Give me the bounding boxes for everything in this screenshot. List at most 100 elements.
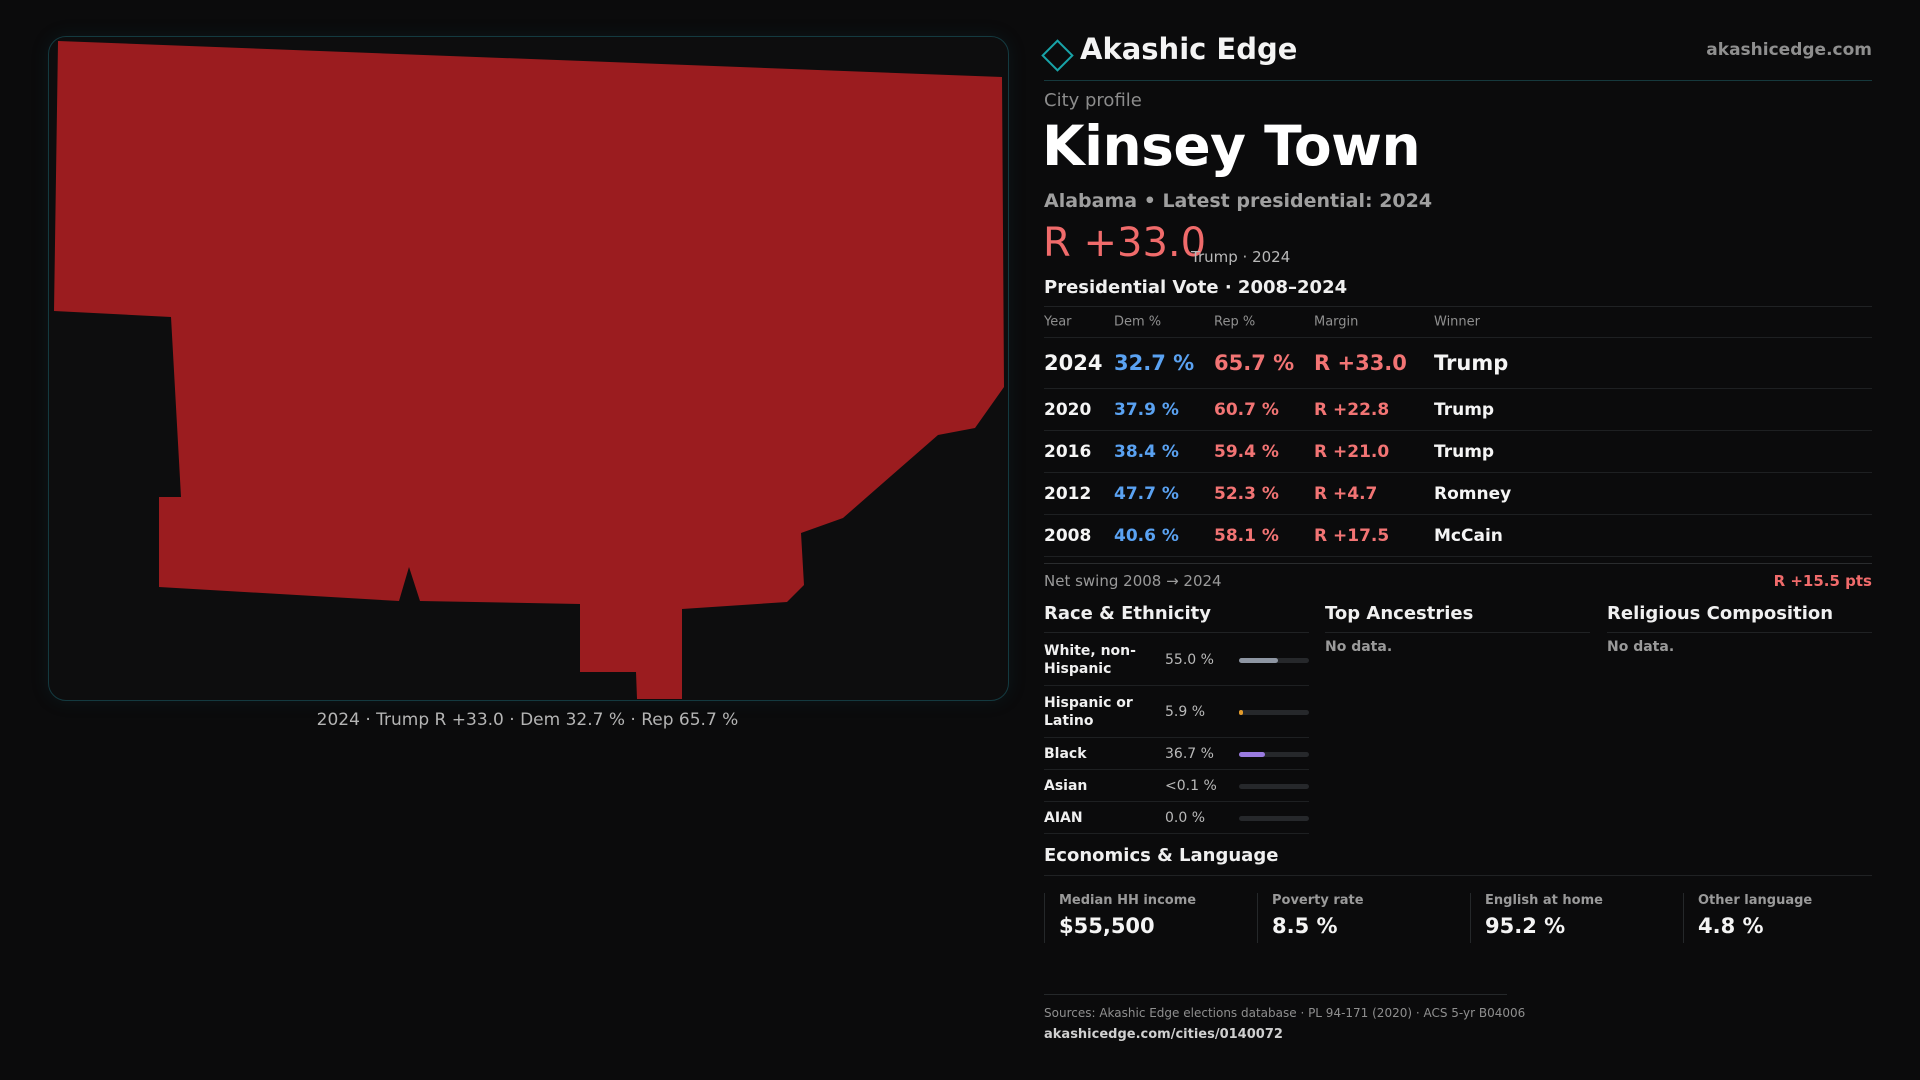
- race-percent: 36.7 %: [1165, 745, 1214, 762]
- race-section-title: Race & Ethnicity: [1044, 603, 1211, 624]
- cell-rep: 58.1 %: [1214, 525, 1279, 546]
- race-bar-fill: [1239, 751, 1265, 757]
- vote-table-header: Year Dem % Rep % Margin Winner: [1044, 306, 1872, 338]
- column-header-margin: Margin: [1314, 314, 1359, 329]
- ancestries-empty-text: No data.: [1325, 639, 1393, 655]
- race-bar-fill: [1239, 657, 1278, 663]
- diamond-icon: [1041, 39, 1074, 72]
- page-subtitle: Alabama • Latest presidential: 2024: [1044, 190, 1433, 212]
- cell-rep: 52.3 %: [1214, 483, 1279, 504]
- list-item: Hispanic or Latino 5.9 %: [1044, 686, 1309, 738]
- headline-margin-note: Trump · 2024: [1191, 248, 1291, 266]
- ancestries-section-title: Top Ancestries: [1325, 603, 1474, 624]
- cell-winner: McCain: [1434, 525, 1503, 546]
- race-label: Hispanic or Latino: [1044, 694, 1133, 729]
- race-percent: 5.9 %: [1165, 703, 1206, 720]
- cell-margin: R +17.5: [1314, 525, 1390, 546]
- stat-label: Poverty rate: [1272, 893, 1364, 908]
- city-boundary-shape[interactable]: [54, 41, 1004, 699]
- city-boundary-map: [54, 41, 1004, 699]
- list-item: Asian <0.1 %: [1044, 770, 1309, 802]
- stat-median-income: Median HH income $55,500: [1044, 893, 1196, 943]
- table-row: 2012 47.7 % 52.3 % R +4.7 Romney: [1044, 473, 1872, 515]
- table-row: 2008 40.6 % 58.1 % R +17.5 McCain: [1044, 515, 1872, 557]
- religion-section-title: Religious Composition: [1607, 603, 1834, 624]
- divider: [1044, 563, 1872, 564]
- divider: [1325, 632, 1590, 633]
- list-item: White, non-Hispanic 55.0 %: [1044, 634, 1309, 686]
- stat-value: 8.5 %: [1272, 914, 1338, 938]
- column-header-rep: Rep %: [1214, 314, 1256, 329]
- stat-poverty-rate: Poverty rate 8.5 %: [1257, 893, 1364, 943]
- religion-empty-text: No data.: [1607, 639, 1675, 655]
- stat-other-language: Other language 4.8 %: [1683, 893, 1812, 943]
- divider: [1607, 632, 1872, 633]
- race-percent: 0.0 %: [1165, 809, 1206, 826]
- cell-margin: R +33.0: [1314, 351, 1407, 375]
- cell-year: 2024: [1044, 351, 1103, 375]
- economics-section-title: Economics & Language: [1044, 845, 1279, 866]
- map-panel[interactable]: [48, 36, 1009, 701]
- race-label: Asian: [1044, 777, 1088, 794]
- page-eyebrow: City profile: [1044, 90, 1142, 111]
- race-bar-fill: [1239, 709, 1243, 715]
- stat-value: $55,500: [1059, 914, 1155, 938]
- cell-margin: R +4.7: [1314, 483, 1378, 504]
- race-bar-track: [1239, 657, 1309, 663]
- cell-dem: 38.4 %: [1114, 441, 1179, 462]
- cell-rep: 60.7 %: [1214, 399, 1279, 420]
- race-percent: 55.0 %: [1165, 651, 1214, 668]
- race-bar-track: [1239, 815, 1309, 821]
- cell-winner: Romney: [1434, 483, 1512, 504]
- net-swing-label: Net swing 2008 → 2024: [1044, 572, 1222, 590]
- race-bar-track: [1239, 709, 1309, 715]
- table-row: 2024 32.7 % 65.7 % R +33.0 Trump: [1044, 338, 1872, 389]
- cell-margin: R +21.0: [1314, 441, 1390, 462]
- cell-year: 2020: [1044, 399, 1092, 420]
- cell-dem: 47.7 %: [1114, 483, 1179, 504]
- race-bar-track: [1239, 783, 1309, 789]
- sources-text: Sources: Akashic Edge elections database…: [1044, 1006, 1526, 1020]
- brand-name[interactable]: Akashic Edge: [1080, 32, 1298, 66]
- cell-rep: 59.4 %: [1214, 441, 1279, 462]
- stat-label: Other language: [1698, 893, 1813, 908]
- list-item: AIAN 0.0 %: [1044, 802, 1309, 834]
- race-label: White, non-Hispanic: [1044, 642, 1136, 677]
- column-header-winner: Winner: [1434, 314, 1481, 329]
- table-row: 2016 38.4 % 59.4 % R +21.0 Trump: [1044, 431, 1872, 473]
- vote-table: Year Dem % Rep % Margin Winner 2024 32.7…: [1044, 306, 1872, 557]
- race-label: Black: [1044, 745, 1087, 762]
- cell-winner: Trump: [1434, 441, 1495, 462]
- race-list: White, non-Hispanic 55.0 % Hispanic or L…: [1044, 634, 1309, 834]
- stat-value: 95.2 %: [1485, 914, 1566, 938]
- divider: [1044, 875, 1872, 876]
- column-header-dem: Dem %: [1114, 314, 1162, 329]
- headline-margin: R +33.0: [1043, 220, 1207, 266]
- vote-section-title: Presidential Vote · 2008–2024: [1044, 277, 1348, 298]
- race-bar-track: [1239, 751, 1309, 757]
- divider: [1044, 994, 1507, 995]
- stat-english-at-home: English at home 95.2 %: [1470, 893, 1603, 943]
- net-swing-value: R +15.5 pts: [1773, 572, 1872, 590]
- cell-dem: 32.7 %: [1114, 351, 1195, 375]
- cell-dem: 40.6 %: [1114, 525, 1179, 546]
- page-url-link[interactable]: akashicedge.com/cities/0140072: [1044, 1027, 1283, 1042]
- cell-margin: R +22.8: [1314, 399, 1390, 420]
- table-row: 2020 37.9 % 60.7 % R +22.8 Trump: [1044, 389, 1872, 431]
- column-header-year: Year: [1044, 314, 1072, 329]
- brand-header: Akashic Edge akashicedge.com: [1041, 30, 1872, 81]
- page-title: Kinsey Town: [1042, 114, 1421, 178]
- cell-winner: Trump: [1434, 399, 1495, 420]
- list-item: Black 36.7 %: [1044, 738, 1309, 770]
- race-percent: <0.1 %: [1165, 777, 1217, 794]
- brand-url-link[interactable]: akashicedge.com: [1706, 40, 1872, 60]
- map-caption: 2024 · Trump R +33.0 · Dem 32.7 % · Rep …: [316, 710, 739, 730]
- stat-label: Median HH income: [1059, 893, 1197, 908]
- cell-winner: Trump: [1434, 351, 1509, 375]
- stat-label: English at home: [1485, 893, 1603, 908]
- race-label: AIAN: [1044, 809, 1083, 826]
- divider: [1044, 306, 1872, 307]
- cell-dem: 37.9 %: [1114, 399, 1179, 420]
- cell-year: 2016: [1044, 441, 1092, 462]
- divider: [1044, 632, 1309, 633]
